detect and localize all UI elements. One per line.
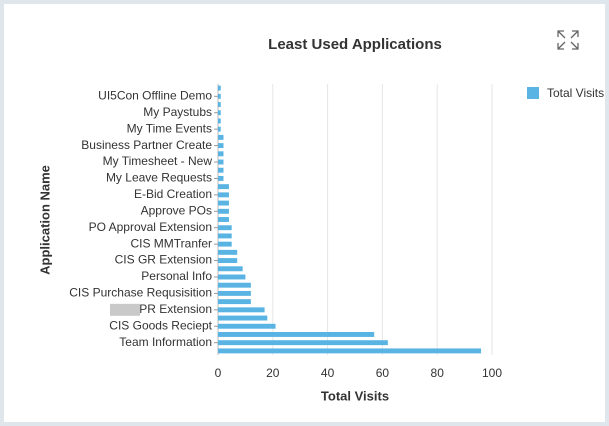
x-tick-label: 20 bbox=[266, 366, 280, 380]
y-tick-label: CIS GR Extension bbox=[115, 253, 212, 267]
x-tick-label: 0 bbox=[215, 366, 222, 380]
y-tick-label: My Timesheet - New bbox=[103, 154, 213, 168]
bar bbox=[218, 217, 229, 222]
y-tick-label: My Time Events bbox=[127, 121, 212, 135]
bar bbox=[218, 348, 482, 354]
bar bbox=[218, 299, 251, 305]
y-tick-label: CIS MMTranfer bbox=[130, 236, 212, 250]
bar bbox=[218, 323, 276, 329]
y-tick-label: E-Bid Creation bbox=[134, 187, 212, 201]
y-tick-label: Business Partner Create bbox=[81, 138, 212, 152]
bar bbox=[218, 175, 224, 181]
bar bbox=[218, 93, 221, 99]
bar bbox=[218, 332, 375, 337]
x-tick-label: 40 bbox=[321, 366, 335, 380]
x-axis-label: Total Visits bbox=[321, 388, 389, 403]
bar bbox=[218, 167, 224, 173]
bar bbox=[218, 274, 246, 280]
bar bbox=[218, 110, 221, 116]
bar bbox=[218, 200, 229, 206]
y-tick-label: Team Information bbox=[119, 335, 212, 349]
bar bbox=[218, 184, 229, 190]
x-tick-label: 80 bbox=[431, 366, 445, 380]
bar bbox=[218, 126, 221, 132]
x-tick-label: 60 bbox=[376, 366, 390, 380]
y-tick-label: Personal Info bbox=[141, 269, 212, 283]
y-tick-label: My Leave Requests bbox=[106, 171, 212, 185]
bar bbox=[218, 143, 224, 149]
bar bbox=[218, 241, 232, 247]
bar bbox=[218, 102, 221, 107]
bar bbox=[218, 151, 224, 157]
chart-title: Least Used Applications bbox=[268, 36, 442, 53]
y-tick-label: PO Approval Extension bbox=[89, 220, 212, 234]
redaction bbox=[110, 303, 140, 316]
bar bbox=[218, 266, 243, 272]
bar bbox=[218, 340, 388, 346]
y-tick-label: UI5Con Offline Demo bbox=[98, 88, 212, 102]
y-tick-label: CIS Purchase Requsisition bbox=[69, 286, 212, 300]
y-tick-label: CIS Goods Reciept bbox=[109, 318, 212, 332]
bar bbox=[218, 85, 221, 91]
y-axis-label: Application Name bbox=[37, 165, 52, 275]
y-tick-label: Approve POs bbox=[141, 203, 212, 217]
y-tick-label: My Paystubs bbox=[143, 105, 212, 119]
bar bbox=[218, 159, 224, 165]
legend-label: Total Visits bbox=[547, 86, 604, 100]
bar bbox=[218, 192, 229, 198]
expand-icon[interactable] bbox=[557, 30, 579, 50]
bar bbox=[218, 233, 232, 239]
bar bbox=[218, 315, 268, 321]
bar bbox=[218, 282, 251, 288]
bar bbox=[218, 258, 238, 264]
bar bbox=[218, 225, 232, 231]
bar bbox=[218, 290, 251, 296]
legend-swatch bbox=[527, 87, 539, 99]
bar bbox=[218, 307, 265, 313]
bar bbox=[218, 208, 229, 214]
y-tick-label: PR Extension bbox=[139, 302, 212, 316]
x-tick-label: 100 bbox=[482, 366, 502, 380]
bar bbox=[218, 249, 238, 255]
bar bbox=[218, 134, 224, 140]
bar bbox=[218, 118, 221, 124]
